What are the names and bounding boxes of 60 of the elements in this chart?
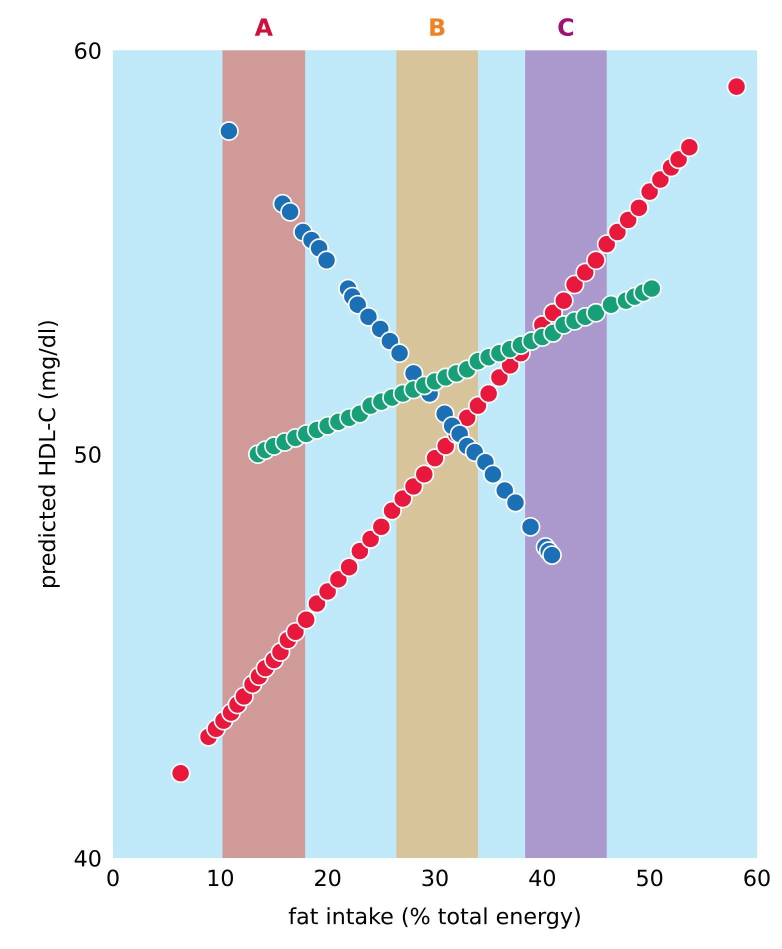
point: [506, 492, 526, 512]
point: [640, 182, 660, 202]
point: [286, 622, 306, 642]
point: [642, 278, 662, 298]
x-tick-label: 0: [107, 869, 119, 886]
point: [520, 516, 540, 537]
x-tick-label: 30: [422, 869, 448, 886]
point: [478, 384, 499, 404]
point: [564, 274, 584, 294]
point: [483, 464, 503, 484]
point: [608, 222, 628, 242]
point: [358, 306, 378, 327]
point: [170, 763, 191, 784]
x-tick-label: 40: [529, 869, 555, 886]
point: [316, 250, 336, 270]
x-axis-title: fat intake (% total energy): [288, 907, 580, 929]
x-tick-label: 50: [637, 869, 662, 886]
point: [629, 198, 649, 218]
point: [726, 76, 746, 97]
point: [371, 516, 392, 537]
point: [489, 368, 510, 388]
point: [668, 149, 689, 170]
point: [650, 170, 670, 190]
point: [392, 488, 413, 508]
y-tick-label: 60: [75, 42, 100, 60]
point: [586, 302, 606, 323]
point: [307, 594, 327, 614]
point: [436, 436, 456, 456]
point: [219, 121, 239, 141]
band-label: B: [430, 18, 444, 36]
point: [618, 210, 638, 230]
point: [360, 529, 380, 549]
point: [425, 448, 445, 468]
point: [296, 610, 316, 630]
point: [414, 464, 434, 484]
point: [468, 396, 488, 416]
point: [350, 541, 370, 561]
x-tick-label: 20: [315, 869, 340, 886]
point: [348, 294, 368, 315]
point: [339, 557, 360, 578]
point: [542, 545, 562, 565]
y-tick-label: 50: [75, 446, 100, 463]
point: [328, 569, 348, 590]
point: [390, 343, 410, 364]
point: [596, 234, 617, 254]
y-tick-label: 40: [74, 850, 100, 867]
point: [280, 202, 300, 222]
point: [575, 262, 596, 282]
point: [554, 290, 574, 311]
x-tick-label: 10: [208, 869, 233, 886]
x-tick-label: 60: [744, 869, 770, 886]
point: [494, 480, 515, 500]
y-axis-title: predicted HDL-C (mg/dl): [38, 321, 60, 587]
point: [404, 476, 424, 496]
band-label: C: [558, 18, 574, 36]
point: [318, 582, 338, 602]
point: [586, 250, 606, 270]
point: [679, 137, 700, 158]
point: [382, 500, 402, 521]
band-label: A: [254, 18, 273, 36]
